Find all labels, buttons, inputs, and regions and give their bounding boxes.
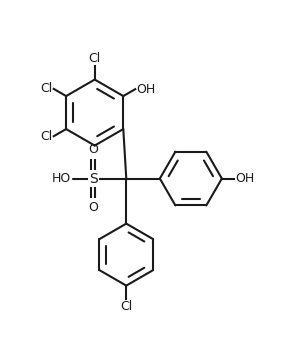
Text: OH: OH bbox=[136, 83, 156, 96]
Text: Cl: Cl bbox=[40, 82, 53, 95]
Text: O: O bbox=[88, 201, 98, 214]
Text: Cl: Cl bbox=[40, 130, 53, 143]
Text: OH: OH bbox=[236, 172, 255, 185]
Text: Cl: Cl bbox=[89, 52, 101, 65]
Text: O: O bbox=[88, 143, 98, 156]
Text: Cl: Cl bbox=[120, 300, 132, 313]
Text: HO: HO bbox=[52, 172, 71, 185]
Text: S: S bbox=[89, 172, 98, 185]
